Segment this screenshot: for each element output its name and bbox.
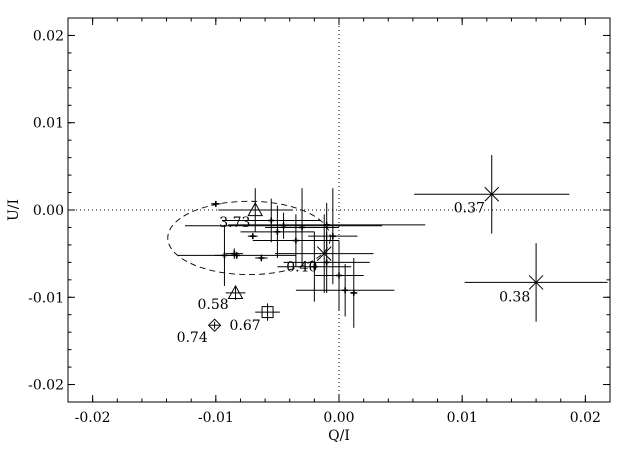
y-tick-label: 0.02 (33, 28, 64, 44)
square-marker (261, 306, 274, 319)
data-points (177, 155, 608, 332)
diamond-marker (207, 318, 222, 332)
point-label: 0.58 (198, 297, 229, 313)
small-data-point (177, 251, 296, 259)
point-label: 0.38 (499, 289, 530, 305)
ellipse-layer (167, 200, 331, 276)
y-tick-label: 0.00 (33, 203, 64, 219)
x-marker (316, 246, 332, 261)
point-label: 3.73 (219, 215, 250, 231)
x-axis-label: Q/I (328, 428, 350, 444)
axis-ticks: -0.02 -0.01 0.00 0.01 0.02 -0.02 -0.01 0.00 0.01… (28, 17, 611, 426)
small-data-point (283, 231, 370, 293)
x-tick-label: -0.02 (75, 410, 111, 426)
point-labels: 3.73 0.40 0.37 0.38 0.580.67 0.74 (177, 200, 531, 346)
point-label: 0.40 (286, 260, 317, 276)
triangle-marker (247, 201, 264, 217)
small-data-point (314, 240, 364, 311)
y-axis-label: U/I (6, 199, 22, 221)
x-tick-label: 0.01 (447, 410, 478, 426)
small-data-point (221, 198, 321, 243)
small-data-point (308, 188, 358, 285)
labeled-data-point (225, 284, 246, 300)
small-data-point (350, 258, 358, 328)
small-data-point (247, 233, 258, 240)
small-data-point (295, 264, 395, 317)
labeled-data-point (218, 188, 293, 232)
uncertainty-ellipse (167, 200, 331, 276)
labeled-data-point (464, 243, 608, 322)
triangle-marker (227, 284, 244, 300)
point-label: 0.37 (454, 200, 485, 216)
reference-lines (68, 18, 610, 402)
labeled-data-point (207, 318, 222, 332)
labeled-data-point (274, 214, 374, 293)
small-data-point (255, 254, 268, 262)
x-tick-label: 0.02 (570, 410, 601, 426)
small-data-point (225, 248, 243, 259)
y-tick-label: -0.02 (28, 378, 64, 394)
y-tick-label: 0.01 (33, 116, 64, 132)
labeled-data-point (414, 155, 570, 234)
small-data-point (240, 205, 315, 258)
point-label: 0.67 (230, 318, 261, 334)
x-tick-label: -0.01 (198, 410, 234, 426)
labeled-data-point (255, 303, 280, 321)
x-marker (484, 186, 500, 202)
small-data-point (185, 212, 383, 239)
x-marker (528, 275, 544, 290)
x-tick-label: 0.00 (323, 410, 354, 426)
point-label: 0.74 (177, 330, 208, 346)
y-tick-label: -0.01 (28, 290, 64, 306)
small-data-point (210, 200, 221, 207)
